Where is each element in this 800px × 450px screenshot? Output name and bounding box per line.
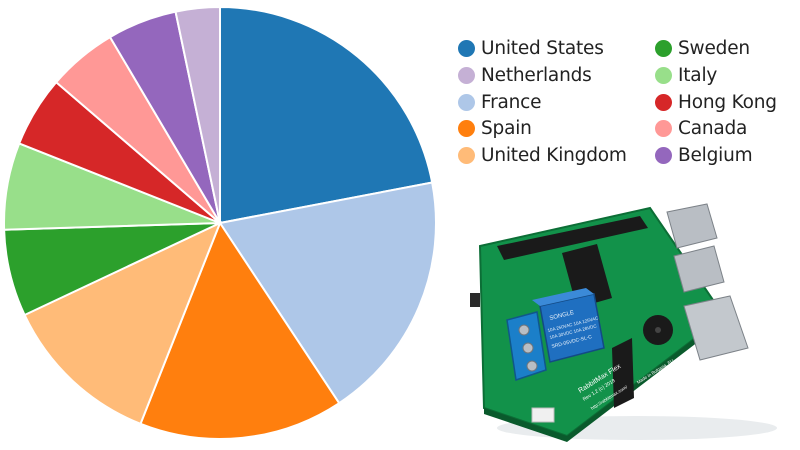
buzzer-hole bbox=[655, 327, 661, 333]
ethernet-port bbox=[683, 295, 749, 361]
legend-entry: France bbox=[458, 89, 542, 116]
legend-label: Italy bbox=[678, 64, 718, 86]
screw-1 bbox=[518, 324, 530, 336]
legend-label: France bbox=[481, 91, 542, 113]
pie-slice-united-states bbox=[219, 5, 434, 225]
ir-led bbox=[470, 293, 480, 307]
legend-swatch bbox=[458, 66, 475, 84]
relay-top bbox=[532, 288, 594, 306]
legend-swatch bbox=[655, 40, 672, 57]
legend-entry: Canada bbox=[655, 115, 747, 142]
legend-label: Canada bbox=[678, 118, 748, 140]
legend-label: United Kingdom bbox=[481, 145, 627, 167]
legend-label: Netherlands bbox=[481, 64, 592, 86]
pie-slice-spain bbox=[139, 220, 341, 440]
legend-entry: United Kingdom bbox=[458, 142, 627, 169]
legend-entry: United States bbox=[458, 35, 604, 62]
pie-slices bbox=[3, 5, 437, 440]
legend-swatch bbox=[655, 120, 672, 138]
usb-port-2 bbox=[673, 245, 725, 293]
legend-entry: Hong Kong bbox=[655, 89, 777, 116]
legend-entry: Belgium bbox=[655, 142, 753, 169]
legend-swatch bbox=[655, 93, 672, 111]
legend-label: Spain bbox=[481, 118, 532, 140]
pin-header-bottom bbox=[612, 338, 634, 408]
screw-2 bbox=[522, 342, 534, 354]
pin-header-top bbox=[497, 216, 648, 260]
legend-label: Sweden bbox=[678, 38, 750, 59]
legend-label: Belgium bbox=[678, 145, 753, 167]
legend-entry: Netherlands bbox=[458, 62, 592, 89]
screw-3 bbox=[526, 360, 538, 372]
legend-swatch bbox=[655, 147, 672, 165]
legend-swatch bbox=[458, 93, 475, 111]
legend-entry: Sweden bbox=[655, 35, 750, 62]
legend-entry: Italy bbox=[655, 62, 717, 89]
pie-slice-france bbox=[218, 181, 437, 405]
pcb-edge-right bbox=[567, 316, 724, 442]
legend-swatch bbox=[655, 66, 672, 84]
pie-chart bbox=[3, 5, 437, 440]
pie-slice-united-kingdom bbox=[23, 221, 222, 426]
legend-entry: Spain bbox=[458, 115, 532, 142]
legend-swatch bbox=[458, 147, 475, 165]
pie-slice-netherlands bbox=[174, 5, 221, 224]
chart-legend: United States Netherlands France Spain Unite… bbox=[458, 35, 793, 170]
legend-label: United States bbox=[481, 38, 604, 59]
relay-brand: SONGLE bbox=[549, 310, 575, 322]
legend-swatch bbox=[458, 120, 475, 138]
pcb-edge bbox=[484, 408, 567, 442]
circuit-board-photo: SONGLE 10A 250VAC 10A 125VAC 10A 30VDC 1… bbox=[470, 203, 777, 442]
usb-port-1 bbox=[666, 203, 718, 249]
white-connector bbox=[531, 407, 555, 423]
legend-label: Hong Kong bbox=[678, 91, 777, 113]
legend-swatch bbox=[458, 40, 475, 57]
